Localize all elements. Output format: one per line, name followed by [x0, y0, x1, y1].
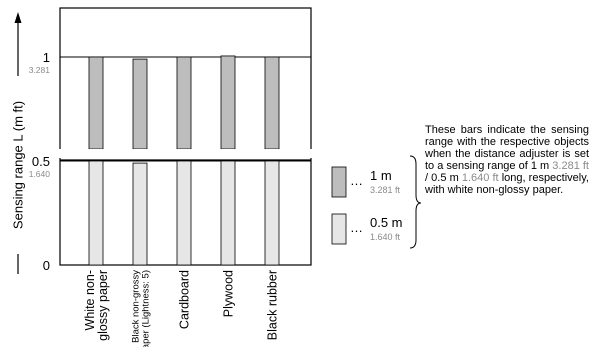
x-category-label-line: Cardboard	[177, 270, 191, 329]
y-axis-arrowhead	[14, 12, 22, 23]
bar-1m	[132, 58, 148, 150]
x-category-label-line: Black rubber	[265, 270, 279, 340]
x-category-label: White non-glossy paper	[83, 270, 110, 341]
legend-dots: …	[350, 220, 363, 235]
x-category-label-line: Plywood	[221, 270, 235, 317]
bar-0-5m	[220, 160, 236, 266]
bar-1m	[88, 56, 104, 150]
legend-swatch	[331, 213, 347, 245]
x-category-label: Black non-grossypaper (Lightness: 5)	[130, 270, 151, 347]
bar-0-5m	[176, 160, 192, 266]
y-tick-label: 1	[43, 50, 50, 65]
bar-1m	[220, 55, 236, 150]
note-ft-2: 1.640 ft	[461, 172, 499, 184]
note-text-3: long, respectively, with white non-gloss…	[425, 172, 589, 196]
legend-label: 1 m	[370, 168, 392, 183]
y-axis-title: Sensing range L (m ft)	[11, 101, 26, 229]
y-axis-title-backdrop	[10, 76, 26, 254]
axis-break-gap	[59, 149, 312, 158]
y-tick-sub-label: 1.640	[29, 169, 51, 179]
legend-sub-label: 1.640 ft	[370, 232, 401, 242]
x-category-label-line: paper (Lightness: 5)	[140, 270, 151, 347]
x-category-label-line: Black non-grossy	[130, 270, 141, 343]
bar-1m	[176, 56, 192, 150]
x-category-label: Black rubber	[265, 270, 279, 340]
y-tick-sub-label: 3.281	[29, 65, 51, 75]
x-category-label-line: White non-	[83, 270, 97, 330]
bar-0-5m	[132, 162, 148, 266]
note-text-2: / 0.5 m	[425, 172, 462, 184]
bar-0-5m	[264, 160, 280, 266]
note-ft-1: 3.281 ft	[552, 160, 589, 172]
note-text-1: These bars indicate the sensing range wi…	[425, 124, 589, 172]
legend-label: 0.5 m	[370, 215, 403, 230]
y-tick-label: 0	[43, 258, 50, 273]
legend-brace	[409, 155, 422, 249]
legend-sub-label: 3.281 ft	[370, 185, 401, 195]
legend-dots: …	[350, 173, 363, 188]
x-category-label: Cardboard	[177, 270, 191, 329]
y-tick-label: 0.5	[32, 154, 50, 169]
explanation-note: These bars indicate the sensing range wi…	[425, 124, 589, 196]
bar-0-5m	[88, 160, 104, 266]
bar-1m	[264, 56, 280, 150]
x-category-label-line: glossy paper	[96, 270, 110, 341]
x-category-label: Plywood	[221, 270, 235, 317]
legend-swatch	[331, 166, 347, 198]
